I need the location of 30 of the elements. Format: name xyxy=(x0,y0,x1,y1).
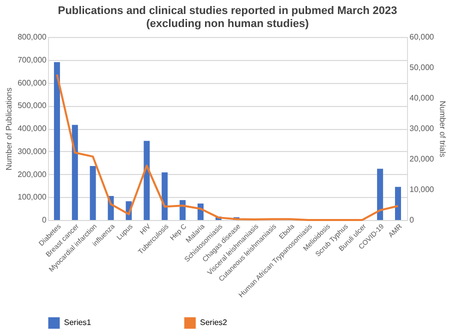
y-tick-label: 400,000 xyxy=(18,124,48,133)
y-tick-label: 0 xyxy=(42,216,48,224)
line-series xyxy=(56,74,400,221)
y-tick-label: 200,000 xyxy=(18,170,48,179)
y-tick-label: 800,000 xyxy=(18,32,48,42)
y-tick-label: 700,000 xyxy=(18,55,48,64)
y-tick-label: 600,000 xyxy=(18,78,48,88)
y2-tick-label: 50,000 xyxy=(410,63,435,72)
y2-tick-label: 20,000 xyxy=(410,154,435,164)
y-tick-label: 300,000 xyxy=(18,146,48,156)
y-tick-label: 500,000 xyxy=(18,101,48,110)
legend-label: Series1 xyxy=(64,318,92,327)
y2-tick-label: 30,000 xyxy=(410,124,435,133)
bar xyxy=(90,166,96,220)
bar xyxy=(144,140,150,220)
y2-tick-label: 10,000 xyxy=(410,185,435,194)
y-axis-title: Number of Publications xyxy=(4,88,14,170)
bar xyxy=(162,172,168,220)
y2-tick-label: 0 xyxy=(410,216,414,224)
bar xyxy=(377,168,384,220)
bar xyxy=(54,62,60,220)
bar xyxy=(395,186,402,220)
bar xyxy=(72,124,78,220)
y2-axis-title: Number of trials xyxy=(438,100,447,158)
y2-tick-label: 60,000 xyxy=(410,32,435,42)
legend-label: Series2 xyxy=(200,318,228,327)
y-tick-label: 100,000 xyxy=(18,192,48,202)
y2-tick-label: 40,000 xyxy=(410,94,435,102)
bar xyxy=(180,200,186,220)
chart-title: Publications and clinical studies reported in pubmed March 2023 (excluding non human studies) xyxy=(58,5,398,30)
